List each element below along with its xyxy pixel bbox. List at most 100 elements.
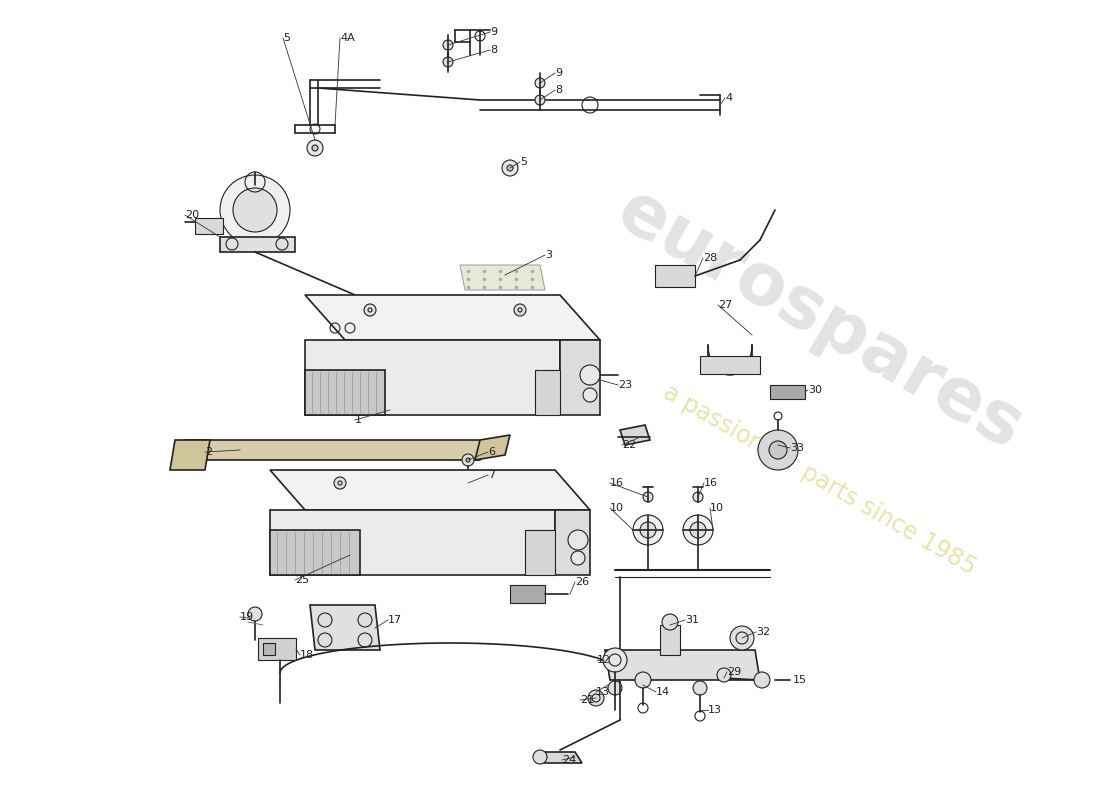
Polygon shape	[556, 510, 590, 575]
Circle shape	[233, 188, 277, 232]
Bar	[660, 625, 680, 655]
Polygon shape	[305, 340, 560, 415]
Bar	[700, 356, 760, 374]
Polygon shape	[270, 530, 360, 575]
Text: 8: 8	[556, 85, 562, 95]
Polygon shape	[620, 425, 650, 445]
Text: 31: 31	[685, 615, 698, 625]
Circle shape	[693, 492, 703, 502]
Polygon shape	[310, 605, 380, 650]
Circle shape	[535, 95, 544, 105]
Circle shape	[571, 551, 585, 565]
Circle shape	[717, 668, 732, 682]
Text: 4: 4	[725, 93, 733, 103]
Circle shape	[534, 750, 547, 764]
Bar	[195, 218, 223, 234]
Circle shape	[580, 365, 600, 385]
Text: 33: 33	[790, 443, 804, 453]
Text: 20: 20	[185, 210, 199, 220]
Text: 10: 10	[710, 503, 724, 513]
Text: 16: 16	[704, 478, 718, 488]
Bar	[510, 585, 544, 603]
Text: 25: 25	[295, 575, 309, 585]
Circle shape	[463, 478, 473, 488]
Circle shape	[583, 388, 597, 402]
Circle shape	[588, 690, 604, 706]
Text: 18: 18	[300, 650, 315, 660]
Text: 13: 13	[596, 687, 611, 697]
Text: eurospares: eurospares	[605, 176, 1035, 464]
Bar	[654, 265, 695, 287]
Circle shape	[443, 40, 453, 50]
Text: 17: 17	[388, 615, 403, 625]
Polygon shape	[175, 440, 490, 460]
Bar	[263, 643, 275, 655]
Circle shape	[754, 672, 770, 688]
Text: 16: 16	[610, 478, 624, 488]
Polygon shape	[270, 470, 590, 510]
Circle shape	[608, 681, 622, 695]
Text: 5: 5	[520, 157, 527, 167]
Text: 24: 24	[562, 755, 576, 765]
Circle shape	[662, 614, 678, 630]
Polygon shape	[270, 510, 556, 575]
Circle shape	[640, 522, 656, 538]
Circle shape	[443, 57, 453, 67]
Circle shape	[307, 140, 323, 156]
Text: 22: 22	[621, 440, 636, 450]
Text: 21: 21	[580, 695, 594, 705]
Text: 12: 12	[597, 655, 612, 665]
Circle shape	[364, 304, 376, 316]
Text: 19: 19	[240, 612, 254, 622]
Circle shape	[514, 304, 526, 316]
Text: 30: 30	[808, 385, 822, 395]
Text: 4A: 4A	[340, 33, 354, 43]
Text: 8: 8	[490, 45, 497, 55]
Text: 5: 5	[283, 33, 290, 43]
Polygon shape	[305, 295, 600, 340]
Text: 2: 2	[205, 447, 212, 457]
Polygon shape	[540, 752, 582, 763]
Circle shape	[535, 78, 544, 88]
Bar	[535, 370, 560, 415]
Text: 15: 15	[793, 675, 807, 685]
Circle shape	[758, 430, 798, 470]
Circle shape	[690, 522, 706, 538]
Circle shape	[693, 681, 707, 695]
Circle shape	[502, 160, 518, 176]
Polygon shape	[605, 650, 760, 680]
Text: 3: 3	[544, 250, 552, 260]
Polygon shape	[220, 237, 295, 252]
Circle shape	[568, 530, 588, 550]
Text: 14: 14	[656, 687, 670, 697]
Circle shape	[644, 492, 653, 502]
Text: 27: 27	[718, 300, 733, 310]
Circle shape	[220, 175, 290, 245]
Polygon shape	[560, 340, 600, 415]
Text: 7: 7	[488, 470, 495, 480]
Bar	[258, 638, 296, 660]
Text: 10: 10	[610, 503, 624, 513]
Text: a passion for parts since 1985: a passion for parts since 1985	[659, 380, 980, 580]
Circle shape	[730, 626, 754, 650]
Bar	[525, 530, 556, 575]
Bar	[770, 385, 805, 399]
Text: 9: 9	[556, 68, 562, 78]
Circle shape	[603, 648, 627, 672]
Text: 13: 13	[708, 705, 722, 715]
Circle shape	[312, 145, 318, 151]
Circle shape	[462, 454, 474, 466]
Text: 9: 9	[490, 27, 497, 37]
Circle shape	[683, 515, 713, 545]
Circle shape	[334, 477, 346, 489]
Text: 26: 26	[575, 577, 590, 587]
Text: 29: 29	[727, 667, 741, 677]
Text: 1: 1	[355, 415, 362, 425]
Text: 6: 6	[488, 447, 495, 457]
Text: 28: 28	[703, 253, 717, 263]
Polygon shape	[305, 370, 385, 415]
Circle shape	[248, 607, 262, 621]
Text: 32: 32	[756, 627, 770, 637]
Polygon shape	[170, 440, 210, 470]
Polygon shape	[460, 265, 544, 290]
